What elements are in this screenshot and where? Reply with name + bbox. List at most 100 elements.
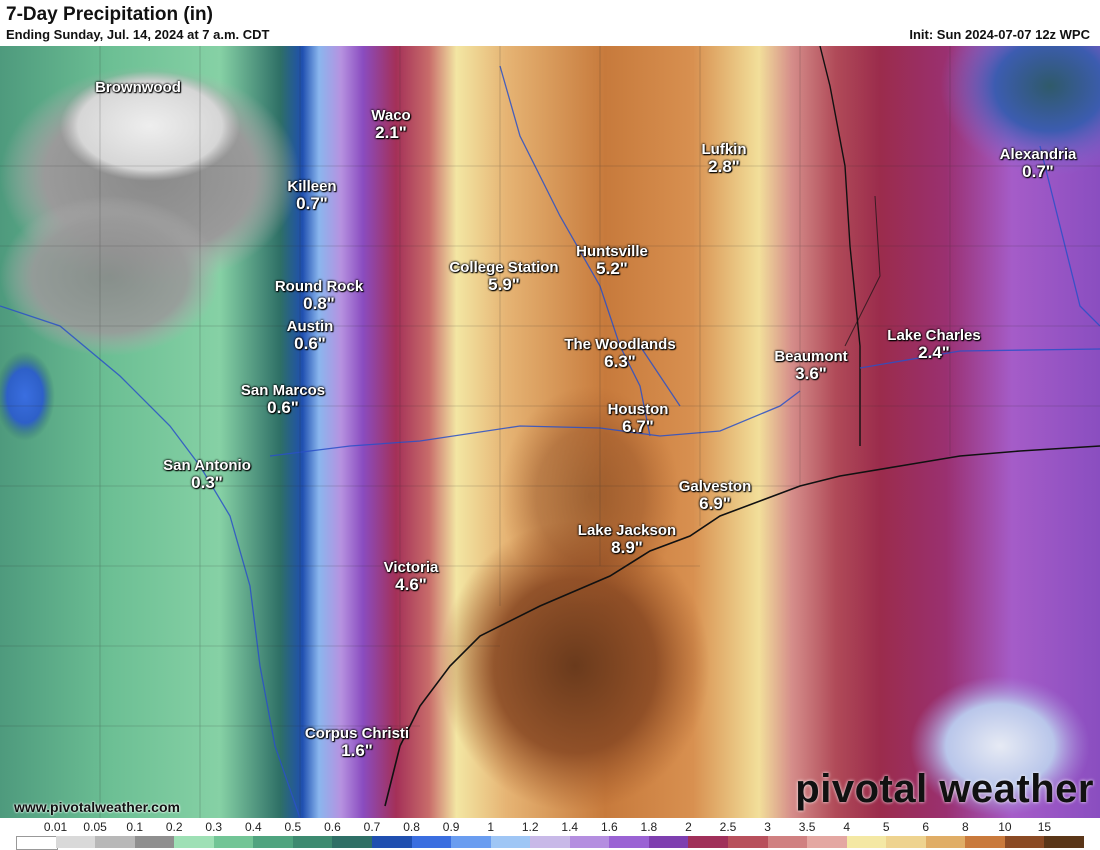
legend-swatch xyxy=(1044,836,1085,848)
legend-swatch xyxy=(569,836,610,848)
legend-swatch xyxy=(648,836,689,848)
city-label-the-woodlands: The Woodlands 6.3" xyxy=(564,337,675,371)
city-precip-value: 4.6" xyxy=(395,574,427,594)
county-lines xyxy=(0,46,1100,818)
map-title: 7-Day Precipitation (in) xyxy=(6,4,213,25)
city-precip-value: 2.1" xyxy=(375,122,407,142)
legend-swatch xyxy=(609,836,650,848)
state-border xyxy=(819,46,861,446)
city-precip-value: 0.6" xyxy=(294,333,326,353)
legend-tick-label: 0.05 xyxy=(83,820,107,834)
city-name: Alexandria xyxy=(999,146,1077,163)
city-name: Houston xyxy=(607,401,669,418)
legend-swatch xyxy=(95,836,136,848)
legend-swatch xyxy=(925,836,966,848)
legend-tick-label: 0.3 xyxy=(205,820,223,834)
legend-tick-label: 0.4 xyxy=(244,820,262,834)
legend-swatch xyxy=(530,836,571,848)
legend-swatch xyxy=(16,836,58,850)
city-name: San Antonio xyxy=(163,457,251,474)
city-precip-value: 0.7" xyxy=(1022,161,1054,181)
city-precip-value: 2.8" xyxy=(708,156,740,176)
precipitation-map: Brownwood Waco 2.1" Killeen 0.7" Lufkin … xyxy=(0,46,1100,818)
city-label-killeen: Killeen 0.7" xyxy=(287,179,336,213)
city-precip-value: 1.6" xyxy=(341,740,373,760)
coastline xyxy=(384,445,1100,807)
city-name: Waco xyxy=(371,107,411,124)
city-precip-value: 0.8" xyxy=(303,293,335,313)
legend-swatch xyxy=(411,836,452,848)
legend-tick-label: 3 xyxy=(764,820,771,834)
city-name: College Station xyxy=(449,259,559,276)
legend-swatch xyxy=(688,836,729,848)
precip-color-legend: 0.01 0.05 0.1 0.2 0.3 0.4 0.5 0.6 0.7 0.8 0.9 1 1.2 1… xyxy=(0,818,1100,850)
legend-tick-label: 4 xyxy=(843,820,850,834)
city-name: Killeen xyxy=(287,178,337,195)
legend-swatch xyxy=(332,836,373,848)
city-precip-value: 2.4" xyxy=(918,342,950,362)
city-precip-value: 8.9" xyxy=(611,537,643,557)
legend-tick-label: 0.5 xyxy=(284,820,302,834)
legend-tick-label: 0.8 xyxy=(403,820,420,834)
legend-swatch xyxy=(253,836,294,848)
city-name: Lake Jackson xyxy=(577,522,677,539)
map-header: 7-Day Precipitation (in) Ending Sunday, … xyxy=(0,0,1100,46)
legend-tick-label: 0.2 xyxy=(165,820,183,834)
legend-tick-label: 1.4 xyxy=(561,820,579,834)
legend-swatch xyxy=(174,836,215,848)
city-label-san-marcos: San Marcos 0.6" xyxy=(241,383,325,417)
city-label-college-station: College Station 5.9" xyxy=(449,260,558,294)
legend-tick-label: 1 xyxy=(487,820,494,834)
city-label-brownwood: Brownwood xyxy=(95,80,181,96)
city-label-lake-jackson: Lake Jackson 8.9" xyxy=(578,523,676,557)
legend-swatch xyxy=(55,836,96,848)
city-label-san-antonio: San Antonio 0.3" xyxy=(163,458,251,492)
legend-tick-label: 0.1 xyxy=(126,820,143,834)
legend-tick-label: 0.7 xyxy=(363,820,381,834)
legend-swatch xyxy=(292,836,333,848)
city-precip-value: 6.3" xyxy=(604,351,636,371)
legend-tick-label: 10 xyxy=(998,820,1012,834)
city-name: San Marcos xyxy=(240,382,326,399)
city-label-huntsville: Huntsville 5.2" xyxy=(576,244,648,278)
brand-logo: pivotal weather xyxy=(795,767,1094,811)
rivers xyxy=(0,65,1100,818)
city-name: Beaumont xyxy=(774,348,848,365)
city-label-lake-charles: Lake Charles 2.4" xyxy=(887,328,980,362)
legend-swatch xyxy=(490,836,531,848)
legend-swatch xyxy=(767,836,808,848)
legend-swatch xyxy=(372,836,412,848)
city-name: Round Rock xyxy=(274,278,364,295)
city-precip-value: 0.6" xyxy=(267,397,299,417)
city-precip-value: 6.9" xyxy=(699,493,731,513)
legend-swatch xyxy=(807,836,848,848)
legend-swatch xyxy=(451,836,492,848)
city-label-austin: Austin 0.6" xyxy=(287,319,334,353)
legend-swatch xyxy=(965,836,1006,848)
city-name: Brownwood xyxy=(95,79,181,96)
legend-tick-label: 1.6 xyxy=(600,820,618,834)
legend-tick-label: 5 xyxy=(882,820,890,834)
city-label-victoria: Victoria 4.6" xyxy=(384,560,439,594)
legend-tick-label: 1.8 xyxy=(640,820,658,834)
city-label-lufkin: Lufkin 2.8" xyxy=(702,142,747,176)
legend-swatch xyxy=(728,836,768,848)
city-precip-value: 0.3" xyxy=(191,472,223,492)
legend-swatch xyxy=(134,836,175,848)
city-name: The Woodlands xyxy=(564,336,676,353)
city-name: Corpus Christi xyxy=(304,725,410,742)
city-name: Victoria xyxy=(383,559,439,576)
legend-tick-label: 3.5 xyxy=(798,820,816,834)
legend-swatch xyxy=(846,836,887,848)
city-label-waco: Waco 2.1" xyxy=(371,108,410,142)
model-init-time: Init: Sun 2024-07-07 12z WPC xyxy=(909,27,1090,42)
city-name: Lufkin xyxy=(701,141,747,158)
city-name: Lake Charles xyxy=(887,327,981,344)
city-label-galveston: Galveston 6.9" xyxy=(679,479,752,513)
precipitation-field xyxy=(0,46,1100,818)
city-precip-value: 6.7" xyxy=(622,416,654,436)
legend-tick-label: 8 xyxy=(961,820,969,834)
legend-swatch xyxy=(213,836,254,848)
legend-tick-label: 15 xyxy=(1037,820,1052,834)
legend-tick-label: 1.2 xyxy=(521,820,539,834)
